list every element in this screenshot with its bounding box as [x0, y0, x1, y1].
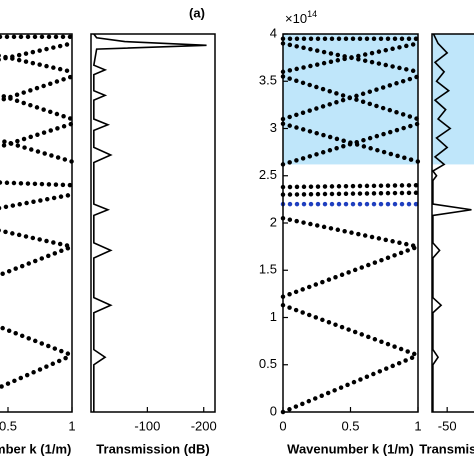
x-axis-label: Wavenumber k (1/m) [287, 441, 414, 456]
y-tick-label: 1 [270, 309, 277, 324]
y-tick-label: 2.5 [259, 167, 277, 182]
band-line [280, 74, 421, 122]
x-tick-label: 0.5 [341, 418, 359, 433]
y-tick-label: 2 [270, 214, 277, 229]
x-axis-label: Wavenumber k (1/m) [0, 441, 71, 456]
band-line [280, 182, 421, 190]
band-line [0, 228, 75, 249]
band-line [280, 41, 421, 75]
y-tick-label: 3.5 [259, 73, 277, 88]
transmission-line [431, 33, 472, 412]
panel-label: (a) [189, 5, 205, 20]
plot-frame [90, 33, 216, 413]
x-axis-label: Transmission (dB) [96, 441, 209, 456]
band-line [280, 353, 421, 415]
x-tick-label: -50 [438, 418, 457, 433]
plot-frame [0, 33, 73, 413]
x-tick-label: -100 [134, 418, 160, 433]
y-tick-label: 4 [270, 25, 277, 40]
x-tick-label: -200 [191, 418, 217, 433]
y-tick-label: 1.5 [259, 262, 277, 277]
transmission-line [92, 33, 207, 412]
y-exponent: ×1014 [285, 9, 317, 26]
band-line [0, 92, 75, 122]
x-axis-label: Transmission (dB) [419, 441, 474, 456]
band-line [280, 302, 421, 358]
band-line [0, 324, 75, 358]
band-line [280, 121, 421, 167]
plot-frame [431, 33, 474, 413]
band-line [0, 192, 75, 211]
x-tick-label: 0 [279, 418, 286, 433]
band-line [0, 180, 75, 188]
band-line [0, 244, 75, 278]
shaded-region [432, 34, 474, 165]
band-line [0, 137, 75, 164]
band-line [280, 190, 421, 197]
x-tick-label: 1 [414, 418, 421, 433]
y-tick-label: 0 [270, 403, 277, 418]
band-line [280, 216, 421, 249]
y-exponent-base: ×10 [285, 11, 307, 26]
x-tick-label: 0.5 [0, 418, 17, 433]
band-line [0, 74, 75, 103]
y-exponent-power: 14 [307, 9, 317, 19]
y-tick-label: 3 [270, 120, 277, 135]
x-tick-label: 1 [68, 418, 75, 433]
band-line [0, 121, 75, 149]
band-line [280, 244, 421, 299]
band-line [0, 353, 75, 390]
y-tick-label: 0.5 [259, 356, 277, 371]
